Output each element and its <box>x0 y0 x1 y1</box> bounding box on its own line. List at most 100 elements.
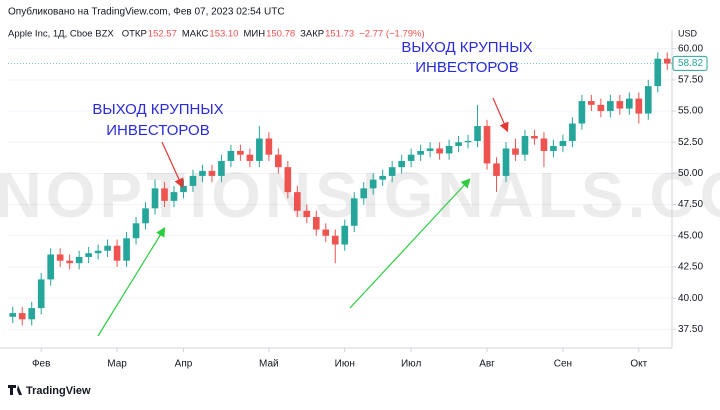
brand: TradingView <box>26 385 91 397</box>
candle-body <box>635 98 643 114</box>
candle-body <box>170 192 178 201</box>
candle-body <box>75 256 83 264</box>
candle-body <box>47 254 55 280</box>
annotation: ВЫХОД КРУПНЫХ <box>401 39 532 56</box>
candle-body <box>654 58 662 87</box>
candle-body <box>644 86 652 114</box>
header-value: 150.78 <box>266 29 295 40</box>
candle-body <box>312 217 320 230</box>
candle-body <box>369 179 377 189</box>
candle-body <box>303 210 311 218</box>
candle-body <box>474 126 481 141</box>
candle-body <box>417 150 424 155</box>
candle-body <box>531 136 538 139</box>
y-tick-label: 45.00 <box>678 230 703 241</box>
candle-body <box>9 313 17 317</box>
candle-body <box>331 235 339 245</box>
candle-body <box>28 308 36 320</box>
candle-body <box>180 185 187 193</box>
candle-body <box>578 101 586 124</box>
candle-body <box>521 136 529 155</box>
candle-body <box>161 188 168 201</box>
candle-body <box>275 154 282 168</box>
y-tick-label: 57.50 <box>678 75 703 86</box>
green-arrow <box>97 226 166 337</box>
x-tick-label: Сен <box>554 359 572 370</box>
candle-body <box>189 175 197 186</box>
y-tick-label: 42.50 <box>678 262 703 273</box>
candle-body <box>199 170 206 176</box>
x-tick-label: Окт <box>630 359 647 370</box>
candle-body <box>37 279 45 309</box>
watermark: WINOPTIONSIGNALS.COM <box>0 159 720 231</box>
candle-body <box>455 142 462 146</box>
candle-body <box>588 101 595 105</box>
candle-body <box>436 148 443 154</box>
y-tick-label: 50.00 <box>678 168 703 179</box>
x-tick-label: Фев <box>32 359 50 370</box>
candle-body <box>151 188 159 209</box>
x-tick-label: Апр <box>175 359 193 370</box>
header-value: 151.73 <box>325 29 354 40</box>
y-tick-label: 47.50 <box>678 199 703 210</box>
candle-body <box>540 138 548 151</box>
candle-body <box>569 123 576 141</box>
candle-body <box>94 250 102 254</box>
candle-body <box>227 150 235 161</box>
candle-body <box>512 148 519 155</box>
candle-body <box>663 58 671 64</box>
candle-body <box>322 229 330 236</box>
candle-body <box>85 253 92 257</box>
candle-body <box>493 163 500 176</box>
candle-body <box>265 138 273 155</box>
symbol: Apple Inc, 1Д, Cboe BZX <box>8 29 114 40</box>
y-tick-label: 55.00 <box>678 106 703 117</box>
candle-body <box>502 148 510 176</box>
currency: USD <box>678 28 698 38</box>
annotation: ВЫХОД КРУПНЫХ <box>92 101 223 118</box>
annotation: ИНВЕСТОРОВ <box>415 59 518 76</box>
candle-body <box>218 160 225 176</box>
candle-body <box>483 126 491 164</box>
candle-body <box>104 245 111 251</box>
candle-body <box>550 145 557 151</box>
header-value: 153.10 <box>209 29 238 40</box>
x-tick-label: Июн <box>335 359 355 370</box>
candle-body <box>616 101 624 109</box>
header-change: −2.77 (−1.79%) <box>359 29 425 40</box>
candle-body <box>398 160 405 168</box>
candle-body <box>426 148 434 151</box>
x-tick-label: Июл <box>401 359 421 370</box>
red-arrow <box>492 97 509 133</box>
candle-body <box>360 188 368 199</box>
x-tick-label: Авг <box>479 359 495 370</box>
y-tick-label: 60.00 <box>678 43 703 54</box>
header-label: МИН <box>243 29 265 40</box>
last-price-label: 58.82 <box>678 58 703 69</box>
candle-body <box>625 98 633 109</box>
candle-body <box>18 313 26 320</box>
header-label: ЗАКР <box>300 29 324 40</box>
candle-body <box>246 154 254 161</box>
header-label: МАКС <box>182 29 209 40</box>
header-label: ОТКР <box>122 29 147 40</box>
candle-body <box>464 140 472 143</box>
candle-body <box>388 167 396 176</box>
candle-body <box>597 104 605 112</box>
x-tick-label: Мар <box>107 359 127 370</box>
candle-body <box>350 198 358 226</box>
candle-body <box>284 167 292 193</box>
green-arrow <box>349 178 471 309</box>
published-note: Опубликовано на TradingView.com, Фев 07,… <box>8 6 285 18</box>
candle-body <box>445 145 453 154</box>
candle-body <box>256 138 263 161</box>
candle-body <box>607 101 614 112</box>
candle-body <box>379 175 387 180</box>
candle-body <box>208 170 216 176</box>
candle-body <box>293 192 301 211</box>
red-arrow <box>161 141 184 189</box>
y-tick-label: 52.50 <box>678 137 703 148</box>
x-tick-label: Май <box>259 359 279 370</box>
candle-body <box>237 150 244 155</box>
